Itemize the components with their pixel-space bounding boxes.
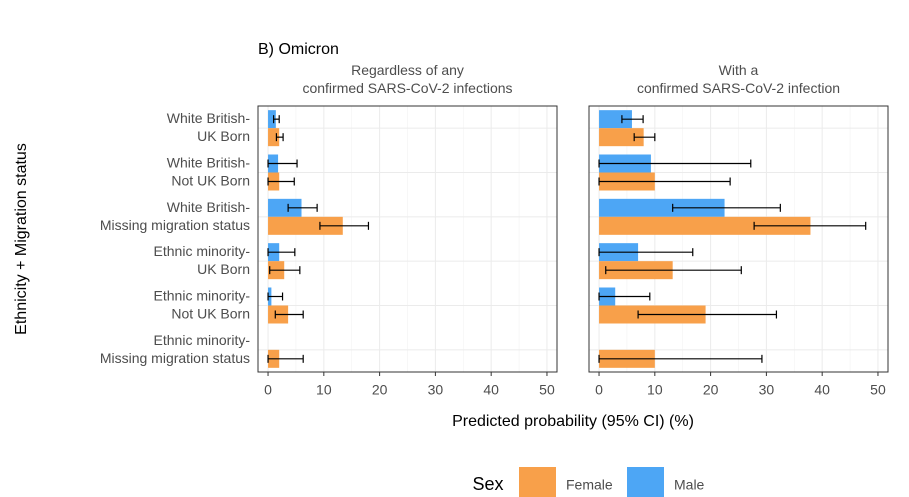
error-bar bbox=[753, 221, 867, 230]
x-tick-label: 30 bbox=[428, 382, 444, 398]
error-bar bbox=[267, 177, 295, 186]
bar bbox=[268, 128, 280, 147]
x-tick-label: 40 bbox=[483, 382, 499, 398]
legend-title: Sex bbox=[472, 474, 503, 494]
x-axis-label: Predicted probability (95% CI) (%) bbox=[452, 413, 694, 430]
error-bar bbox=[267, 159, 298, 168]
error-bar bbox=[273, 115, 280, 124]
x-tick-label: 10 bbox=[647, 382, 663, 398]
error-bar bbox=[319, 221, 370, 230]
x-tick-label: 0 bbox=[595, 382, 603, 398]
error-bar bbox=[605, 266, 742, 275]
y-tick-label: White British-UK Born bbox=[167, 110, 251, 144]
facet-label: Regardless of any confirmed SARS-CoV-2 in… bbox=[302, 62, 512, 96]
error-bar bbox=[598, 177, 731, 186]
x-tick-label: 20 bbox=[703, 382, 719, 398]
legend-label: Female bbox=[566, 477, 613, 493]
error-bar bbox=[598, 292, 651, 301]
error-bar bbox=[267, 248, 296, 257]
error-bar bbox=[621, 115, 644, 124]
legend-swatch bbox=[627, 467, 664, 497]
panel-border bbox=[588, 105, 889, 373]
error-bar bbox=[598, 354, 763, 363]
bar bbox=[268, 216, 343, 235]
x-tick-label: 0 bbox=[264, 382, 272, 398]
y-tick-label: White British-Not UK Born bbox=[167, 154, 251, 188]
bar bbox=[599, 216, 811, 235]
x-tick-label: 50 bbox=[870, 382, 886, 398]
error-bar bbox=[267, 292, 284, 301]
error-bar bbox=[274, 310, 304, 319]
bar bbox=[599, 198, 725, 217]
y-tick-label: Ethnic minority-UK Born bbox=[154, 243, 251, 277]
bar bbox=[268, 110, 276, 129]
y-tick-label: Ethnic minority-Missing migration status bbox=[100, 332, 251, 366]
x-tick-label: 40 bbox=[814, 382, 830, 398]
error-bar bbox=[269, 266, 301, 275]
error-bar bbox=[598, 248, 694, 257]
x-tick-label: 10 bbox=[316, 382, 332, 398]
error-bar bbox=[598, 159, 752, 168]
legend-label: Male bbox=[674, 477, 705, 493]
error-bar bbox=[275, 133, 284, 142]
panel-border bbox=[257, 105, 558, 373]
error-bar bbox=[287, 203, 318, 212]
x-tick-label: 50 bbox=[539, 382, 555, 398]
facet-label: With a confirmed SARS-CoV-2 infection bbox=[637, 62, 840, 96]
error-bar bbox=[267, 354, 304, 363]
bar bbox=[268, 198, 302, 217]
error-bar bbox=[633, 133, 656, 142]
legend-swatch bbox=[519, 467, 556, 497]
x-tick-label: 20 bbox=[372, 382, 388, 398]
bar bbox=[599, 110, 632, 129]
chart-title: B) Omicron bbox=[258, 41, 339, 58]
y-tick-label: Ethnic minority-Not UK Born bbox=[154, 287, 251, 321]
error-bar bbox=[637, 310, 778, 319]
x-tick-label: 30 bbox=[759, 382, 775, 398]
y-axis-label: Ethnicity + Migration status bbox=[13, 143, 30, 335]
bar bbox=[599, 128, 644, 147]
error-bar bbox=[672, 203, 781, 212]
y-tick-label: White British-Missing migration status bbox=[100, 199, 251, 233]
